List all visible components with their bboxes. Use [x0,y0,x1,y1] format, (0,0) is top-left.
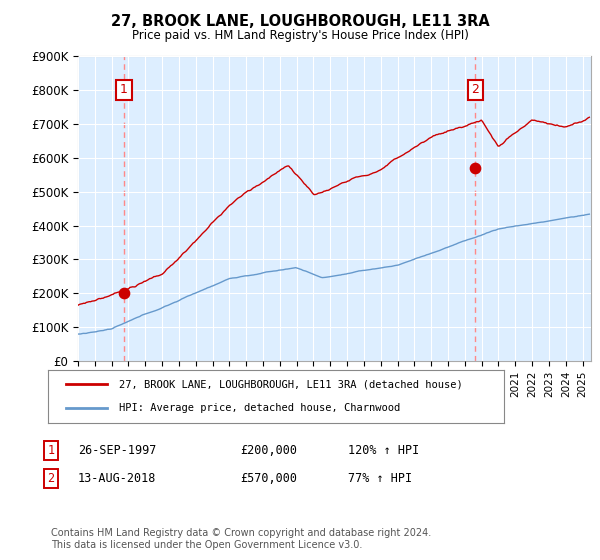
Text: Contains HM Land Registry data © Crown copyright and database right 2024.
This d: Contains HM Land Registry data © Crown c… [51,528,431,550]
Text: £200,000: £200,000 [240,444,297,458]
Text: 27, BROOK LANE, LOUGHBOROUGH, LE11 3RA (detached house): 27, BROOK LANE, LOUGHBOROUGH, LE11 3RA (… [119,380,463,390]
Text: 27, BROOK LANE, LOUGHBOROUGH, LE11 3RA: 27, BROOK LANE, LOUGHBOROUGH, LE11 3RA [110,14,490,29]
Text: 13-AUG-2018: 13-AUG-2018 [78,472,157,486]
Text: 1: 1 [120,83,128,96]
Text: 26-SEP-1997: 26-SEP-1997 [78,444,157,458]
Text: 2: 2 [472,83,479,96]
Point [119,289,129,298]
Text: £570,000: £570,000 [240,472,297,486]
Point [470,164,480,172]
Text: Price paid vs. HM Land Registry's House Price Index (HPI): Price paid vs. HM Land Registry's House … [131,29,469,42]
Text: 120% ↑ HPI: 120% ↑ HPI [348,444,419,458]
Text: HPI: Average price, detached house, Charnwood: HPI: Average price, detached house, Char… [119,403,400,413]
Text: 2: 2 [47,472,55,486]
Text: 1: 1 [47,444,55,458]
Text: 77% ↑ HPI: 77% ↑ HPI [348,472,412,486]
